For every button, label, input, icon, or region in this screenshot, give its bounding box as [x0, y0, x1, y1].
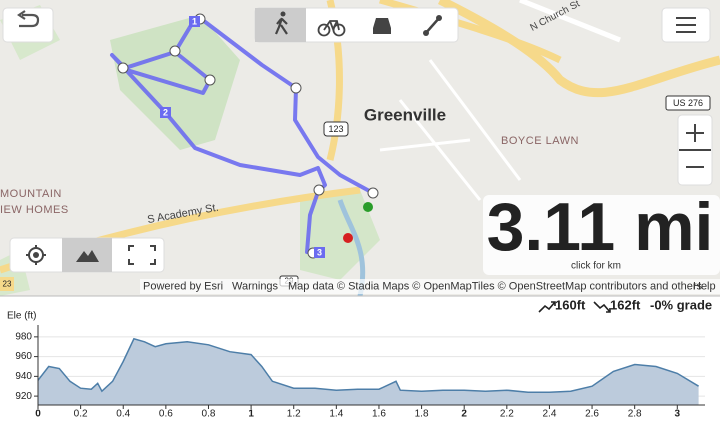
- x-tick-label: 0.4: [116, 409, 130, 420]
- elevation-chart: 920 940 960 980 0 0.2 0.4 0.6 0.8 1 1.2 1.4 1.6 1.8 2 2…: [15, 325, 705, 420]
- x-tick-label: 2: [461, 409, 467, 420]
- x-tick-label: 3: [675, 409, 681, 420]
- distance-panel[interactable]: 3.11 mi click for km: [483, 189, 720, 275]
- elevation-area: [38, 338, 699, 405]
- map-tools[interactable]: [9, 237, 165, 273]
- x-tick-label: 2.6: [585, 409, 599, 420]
- zoom-control[interactable]: [677, 114, 713, 186]
- distance[interactable]: 3.11 mi: [487, 189, 714, 265]
- x-tick-label: 0.2: [74, 409, 88, 420]
- elevation-gain: 160ft: [555, 297, 586, 312]
- elevation-loss: 162ft: [610, 297, 641, 312]
- route-marker: 2: [163, 107, 168, 117]
- x-tick-label: 2.8: [628, 409, 642, 420]
- y-tick-label: 920: [15, 391, 32, 402]
- x-tick-label: 1.6: [372, 409, 386, 420]
- attribution[interactable]: Powered by Esri: [143, 280, 223, 292]
- x-tick-label: 0: [35, 409, 41, 420]
- elevation-line: [37, 337, 699, 393]
- district-label: BOYCE LAWN: [501, 135, 579, 147]
- route-marker: 3: [317, 247, 322, 257]
- x-tick-label: 2.2: [500, 409, 514, 420]
- x-tick-label: 1.8: [415, 409, 429, 420]
- y-tick-label: 960: [15, 351, 32, 362]
- grade: -0% grade: [650, 297, 712, 312]
- y-tick-label: 980: [15, 331, 32, 342]
- undo-button[interactable]: [2, 7, 54, 43]
- unit-hint[interactable]: click for km: [571, 261, 621, 272]
- x-tick-label: 0.8: [202, 409, 216, 420]
- x-tick-label: 1.2: [287, 409, 301, 420]
- mode-bar[interactable]: [254, 7, 459, 43]
- route-shield: US 276: [673, 98, 703, 108]
- y-axis-label: Ele (ft): [7, 311, 36, 322]
- x-tick-label: 1: [248, 409, 254, 420]
- route-shield: 23: [3, 280, 12, 289]
- x-tick-label: 0.6: [159, 409, 173, 420]
- route-marker: 1: [192, 16, 197, 26]
- city-label: Greenville: [364, 105, 446, 124]
- y-tick-label: 940: [15, 371, 32, 382]
- route-shield: 123: [328, 124, 343, 134]
- warnings-link[interactable]: Warnings: [232, 280, 279, 292]
- area-label: IEW HOMES: [0, 204, 69, 216]
- x-tick-label: 2.4: [542, 409, 556, 420]
- help-link[interactable]: Help: [693, 280, 716, 292]
- attribution: Map data © Stadia Maps © OpenMapTiles © …: [288, 280, 703, 292]
- menu-button[interactable]: [661, 7, 711, 43]
- x-tick-label: 1.4: [329, 409, 343, 420]
- area-label: MOUNTAIN: [0, 188, 62, 200]
